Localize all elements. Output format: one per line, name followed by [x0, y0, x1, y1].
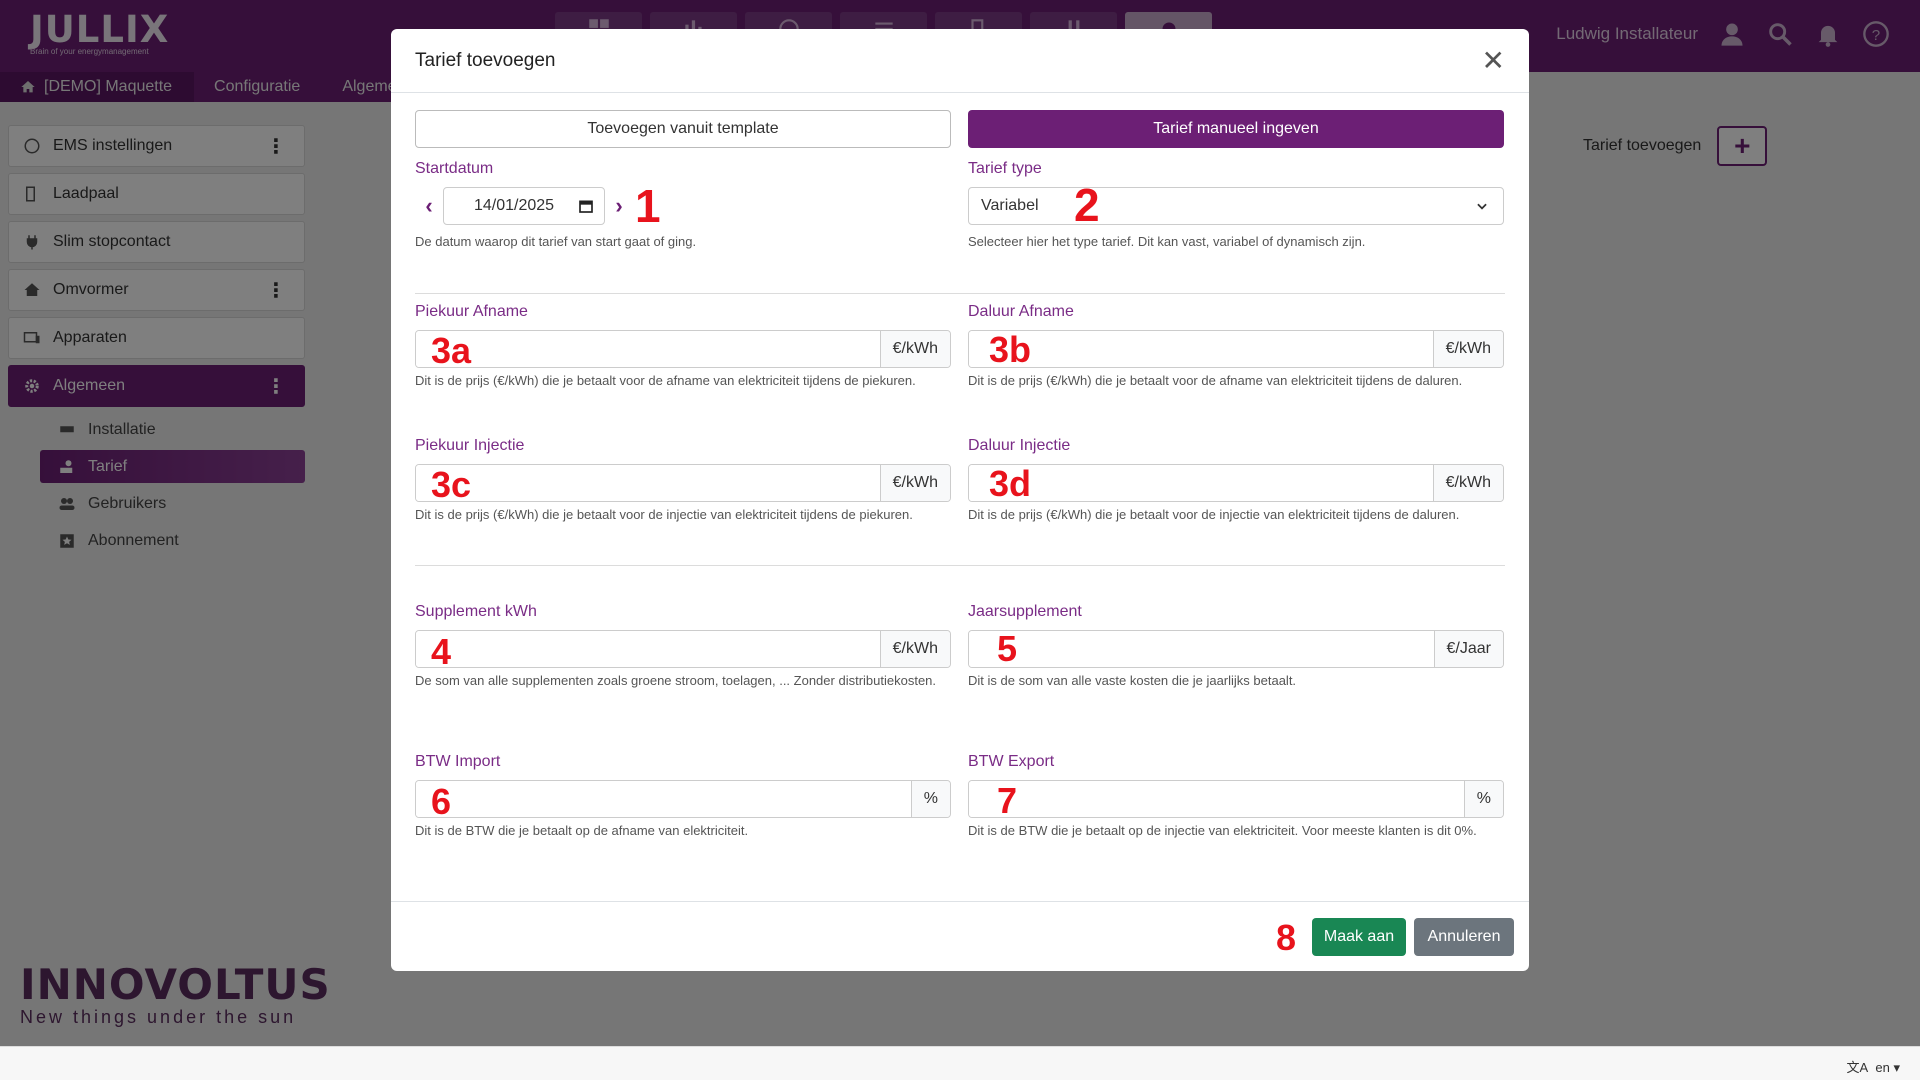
- offpeak-import-label: Daluur Afname: [968, 303, 1074, 320]
- tariff-type-group: Tarief type Variabel 2 Selecteer hier he…: [968, 160, 1504, 253]
- supplement-kwh-label: Supplement kWh: [415, 603, 537, 620]
- supplement-kwh-unit: €/kWh: [879, 631, 950, 667]
- template-mode-button[interactable]: Toevoegen vanuit template: [415, 110, 951, 148]
- page-footer: 文A en ▾: [0, 1046, 1920, 1080]
- year-supplement-field: €/Jaar 5: [968, 630, 1504, 668]
- year-supplement-input[interactable]: [969, 631, 1434, 667]
- offpeak-injection-input[interactable]: [969, 465, 1433, 501]
- supplement-kwh-help: De som van alle supplementen zoals groen…: [415, 673, 937, 688]
- divider: [415, 293, 1505, 294]
- peak-import-input[interactable]: [416, 331, 880, 367]
- marker-8: 8: [1276, 917, 1297, 958]
- vat-export-input[interactable]: [969, 781, 1464, 817]
- supplement-kwh-group: Supplement kWh €/kWh 4 De som van alle s…: [415, 603, 951, 692]
- offpeak-import-group: Daluur Afname €/kWh 3b Dit is de prijs (…: [968, 303, 1504, 392]
- year-supplement-unit: €/Jaar: [1433, 631, 1503, 667]
- peak-injection-group: Piekuur Injectie €/kWh 3c Dit is de prij…: [415, 437, 951, 526]
- startdate-input[interactable]: 14/01/2025: [443, 187, 605, 225]
- offpeak-import-unit: €/kWh: [1432, 331, 1503, 367]
- translate-icon: 文A: [1846, 1060, 1869, 1075]
- startdate-label: Startdatum: [415, 160, 494, 177]
- startdate-row: ‹ 14/01/2025 › 1: [415, 183, 951, 229]
- calendar-icon[interactable]: [578, 198, 594, 214]
- chevron-right-icon[interactable]: ›: [615, 193, 623, 218]
- tariff-type-label: Tarief type: [968, 160, 1042, 177]
- modal-header: Tarief toevoegen ✕: [391, 29, 1529, 93]
- modal-body: Toevoegen vanuit template Tarief manueel…: [391, 93, 1529, 901]
- peak-import-group: Piekuur Afname €/kWh 3a Dit is de prijs …: [415, 303, 951, 392]
- offpeak-injection-field: €/kWh 3d: [968, 464, 1504, 502]
- offpeak-import-field: €/kWh 3b: [968, 330, 1504, 368]
- startdate-help: De datum waarop dit tarief van start gaa…: [415, 234, 697, 249]
- peak-import-field: €/kWh 3a: [415, 330, 951, 368]
- offpeak-injection-label: Daluur Injectie: [968, 437, 1071, 454]
- offpeak-import-input[interactable]: [969, 331, 1433, 367]
- tariff-type-value: Variabel: [981, 197, 1039, 214]
- peak-injection-help: Dit is de prijs (€/kWh) die je betaalt v…: [415, 507, 913, 522]
- tariff-type-select[interactable]: Variabel 2: [968, 182, 1504, 228]
- vat-export-field: % 7: [968, 780, 1504, 818]
- year-supplement-help: Dit is de som van alle vaste kosten die …: [968, 673, 1297, 688]
- vat-import-field: % 6: [415, 780, 951, 818]
- supplement-kwh-input[interactable]: [416, 631, 880, 667]
- divider: [415, 565, 1505, 566]
- year-supplement-group: Jaarsupplement €/Jaar 5 Dit is de som va…: [968, 603, 1504, 692]
- vat-export-label: BTW Export: [968, 753, 1055, 770]
- peak-import-help: Dit is de prijs (€/kWh) die je betaalt v…: [415, 373, 916, 388]
- offpeak-injection-unit: €/kWh: [1432, 465, 1503, 501]
- peak-injection-unit: €/kWh: [879, 465, 950, 501]
- vat-export-unit: %: [1463, 781, 1503, 817]
- cancel-button[interactable]: Annuleren: [1414, 918, 1514, 956]
- close-icon[interactable]: ✕: [1481, 44, 1505, 76]
- vat-import-group: BTW Import % 6 Dit is de BTW die je beta…: [415, 753, 951, 842]
- peak-import-unit: €/kWh: [879, 331, 950, 367]
- language-selector[interactable]: 文A en ▾: [1846, 1060, 1900, 1075]
- offpeak-injection-group: Daluur Injectie €/kWh 3d Dit is de prijs…: [968, 437, 1504, 526]
- create-button[interactable]: Maak aan: [1312, 918, 1406, 956]
- vat-import-input[interactable]: [416, 781, 911, 817]
- manual-mode-button[interactable]: Tarief manueel ingeven: [968, 110, 1504, 148]
- startdate-value: 14/01/2025: [474, 197, 555, 214]
- modal-title: Tarief toevoegen: [415, 49, 556, 71]
- language-value: en: [1875, 1060, 1890, 1075]
- marker-2: 2: [1074, 179, 1100, 231]
- chevron-left-icon[interactable]: ‹: [425, 193, 433, 218]
- peak-injection-field: €/kWh 3c: [415, 464, 951, 502]
- add-tariff-modal: Tarief toevoegen ✕ Toevoegen vanuit temp…: [391, 29, 1529, 971]
- peak-import-label: Piekuur Afname: [415, 303, 528, 320]
- peak-injection-label: Piekuur Injectie: [415, 437, 525, 454]
- vat-import-unit: %: [910, 781, 950, 817]
- tariff-type-help: Selecteer hier het type tarief. Dit kan …: [968, 234, 1366, 249]
- supplement-kwh-field: €/kWh 4: [415, 630, 951, 668]
- vat-import-label: BTW Import: [415, 753, 501, 770]
- chevron-down-icon: [1477, 203, 1487, 210]
- offpeak-injection-help: Dit is de prijs (€/kWh) die je betaalt v…: [968, 507, 1460, 522]
- modal-footer: 8 Maak aan Annuleren: [391, 901, 1529, 971]
- year-supplement-label: Jaarsupplement: [968, 603, 1082, 620]
- vat-export-group: BTW Export % 7 Dit is de BTW die je beta…: [968, 753, 1504, 842]
- vat-import-help: Dit is de BTW die je betaalt op de afnam…: [415, 823, 749, 838]
- vat-export-help: Dit is de BTW die je betaalt op de injec…: [968, 823, 1477, 838]
- peak-injection-input[interactable]: [416, 465, 880, 501]
- offpeak-import-help: Dit is de prijs (€/kWh) die je betaalt v…: [968, 373, 1463, 388]
- marker-1: 1: [635, 180, 661, 232]
- startdate-group: Startdatum ‹ 14/01/2025 › 1 De datum waa…: [415, 160, 951, 253]
